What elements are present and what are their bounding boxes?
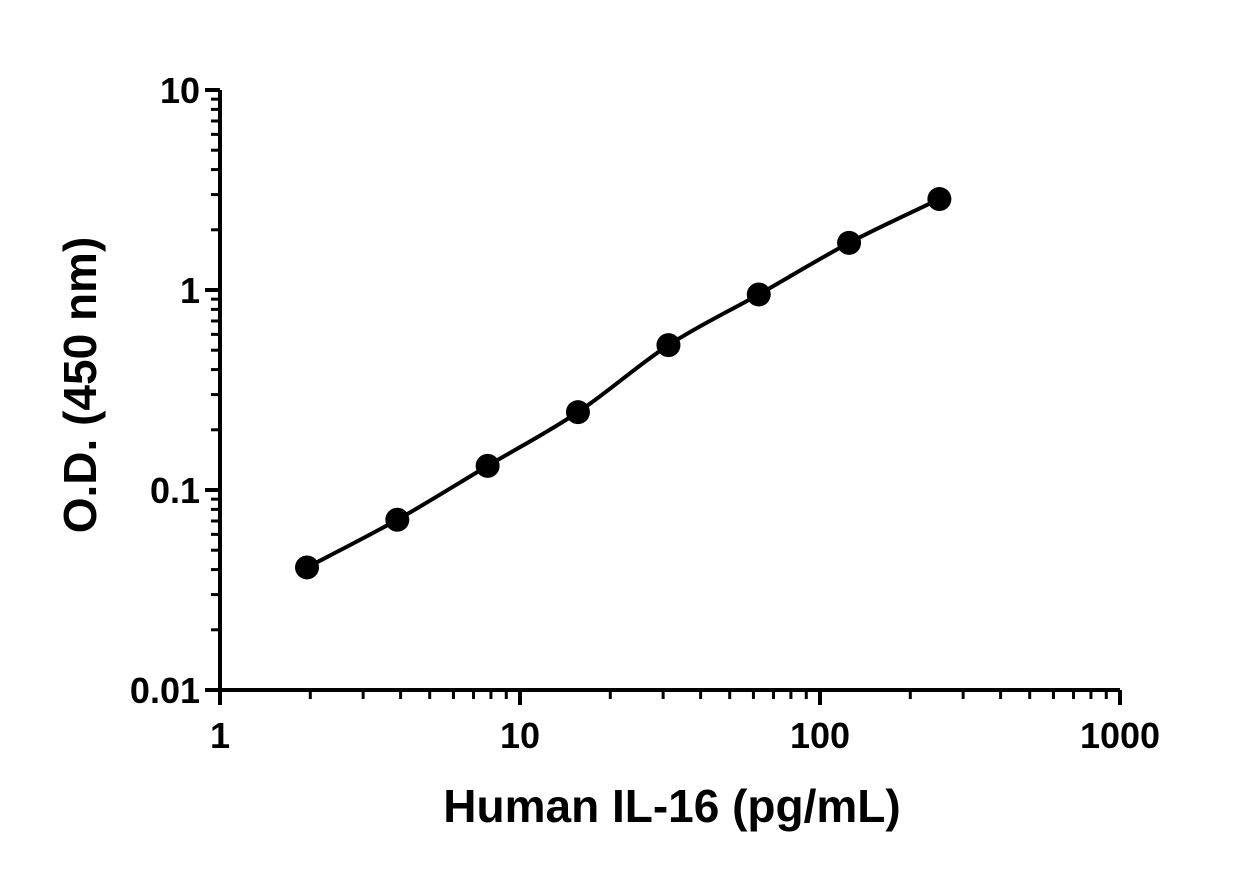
x-tick-label: 100 bbox=[790, 715, 850, 756]
data-point bbox=[475, 453, 500, 478]
data-point bbox=[295, 555, 320, 580]
y-tick-label: 1 bbox=[180, 270, 200, 311]
x-axis: 1 10 100 1000 bbox=[210, 688, 1160, 756]
data-point bbox=[837, 230, 862, 255]
data-point bbox=[746, 282, 771, 307]
data-point bbox=[656, 333, 681, 358]
data-point bbox=[385, 507, 410, 532]
y-tick-label: 0.01 bbox=[130, 670, 200, 711]
x-tick-label: 1000 bbox=[1080, 715, 1160, 756]
y-tick-label: 0.1 bbox=[150, 470, 200, 511]
y-tick-label: 10 bbox=[160, 70, 200, 111]
data-point bbox=[927, 187, 952, 212]
data-point bbox=[565, 400, 590, 425]
y-axis-title: O.D. (450 nm) bbox=[54, 237, 106, 534]
x-axis-title: Human IL-16 (pg/mL) bbox=[443, 780, 900, 832]
x-tick-label: 1 bbox=[210, 715, 230, 756]
x-tick-label: 10 bbox=[500, 715, 540, 756]
y-axis: 0.01 0.1 1 10 bbox=[130, 70, 222, 711]
